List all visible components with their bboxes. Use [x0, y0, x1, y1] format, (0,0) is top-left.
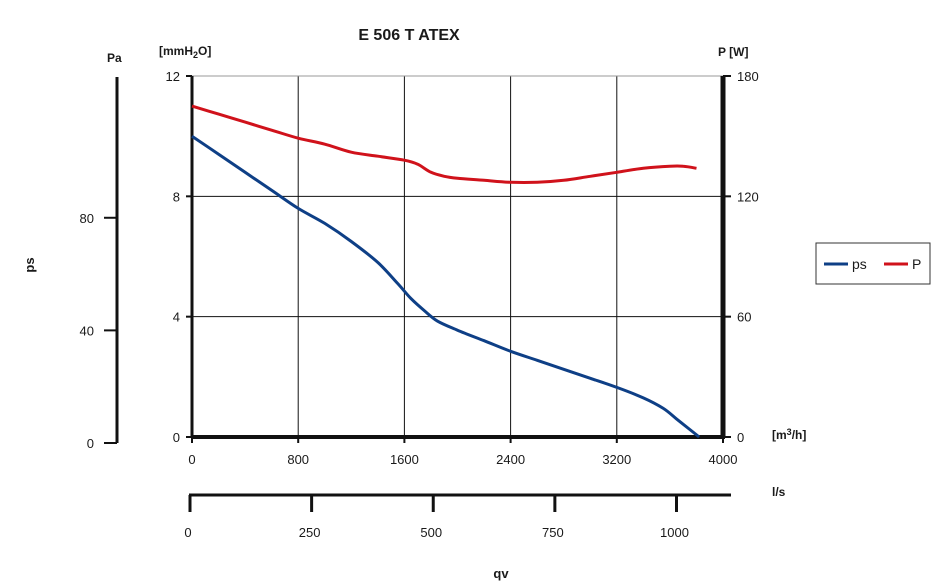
m3h-tick-label: 3200 — [602, 452, 631, 467]
ls-tick-label: 750 — [542, 525, 564, 540]
ls-tick-label: 500 — [420, 525, 442, 540]
ls-axis-unit: l/s — [772, 485, 786, 499]
watt-tick-label: 120 — [737, 189, 759, 204]
pa-tick-label: 80 — [80, 211, 94, 226]
legend-label-p: P — [912, 256, 921, 272]
m3h-tick-label: 2400 — [496, 452, 525, 467]
watt-tick-label: 60 — [737, 310, 751, 325]
watt-tick-label: 180 — [737, 69, 759, 84]
legend: ps P — [815, 242, 931, 285]
chart-title: E 506 T ATEX — [358, 27, 460, 44]
m3h-tick-label: 1600 — [390, 452, 419, 467]
watt-tick-label: 0 — [737, 430, 744, 445]
legend-label-ps: ps — [852, 256, 867, 272]
series-line-p — [191, 104, 697, 185]
mmh2o-tick-label: 0 — [173, 430, 180, 445]
chart-axes — [115, 76, 731, 497]
series-line-ps — [191, 134, 701, 439]
ls-tick-label: 1000 — [660, 525, 689, 540]
mmh2o-tick-label: 12 — [166, 69, 180, 84]
watt-axis-unit: P [W] — [718, 45, 748, 59]
m3h-tick-label: 800 — [287, 452, 309, 467]
y-axis-title: ps — [22, 257, 37, 272]
x-axis-title: qv — [493, 566, 509, 581]
ls-tick-label: 250 — [299, 525, 321, 540]
mmh2o-axis-unit: [mmH2O] — [159, 44, 211, 60]
m3h-axis-unit: [m3/h] — [772, 427, 806, 442]
pa-axis-unit: Pa — [107, 51, 122, 65]
data-series — [191, 104, 701, 439]
pa-tick-label: 0 — [87, 436, 94, 451]
pa-tick-label: 40 — [80, 323, 94, 338]
mmh2o-tick-label: 4 — [173, 310, 180, 325]
ls-tick-label: 0 — [184, 525, 191, 540]
m3h-tick-label: 4000 — [709, 452, 738, 467]
mmh2o-tick-label: 8 — [173, 189, 180, 204]
m3h-tick-label: 0 — [188, 452, 195, 467]
